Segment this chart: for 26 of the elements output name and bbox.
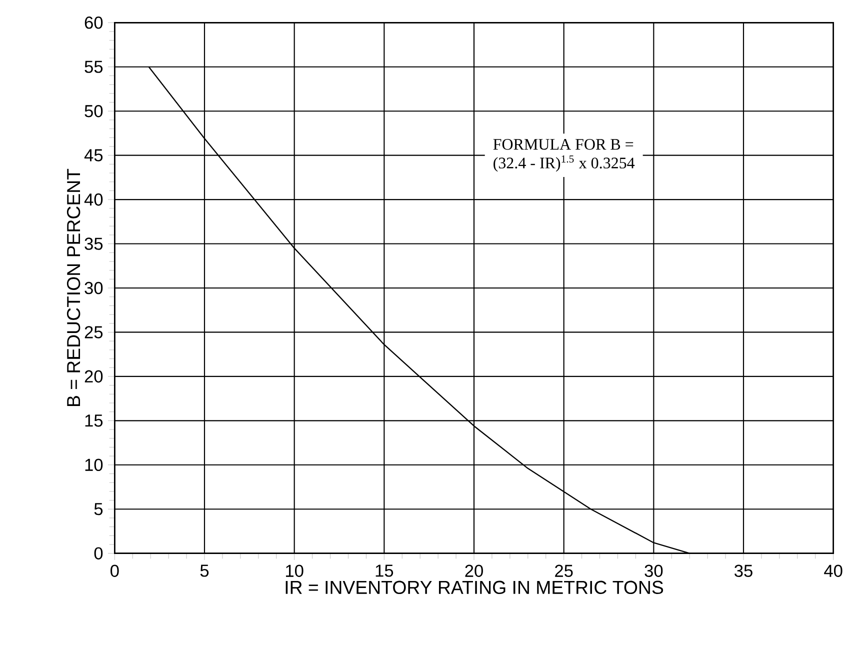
y-tick-label: 15: [85, 414, 103, 427]
x-tick-label: 40: [824, 564, 842, 577]
x-tick-label: 20: [465, 564, 483, 577]
x-tick-label: 15: [376, 564, 394, 577]
y-tick-label: 45: [84, 149, 103, 162]
x-tick-label: 25: [555, 564, 573, 577]
x-tick-label: 0: [110, 564, 119, 577]
y-axis-title: B = REDUCTION PERCENT: [66, 168, 80, 406]
y-tick-label: 35: [84, 238, 103, 250]
x-tick-label: 5: [200, 564, 209, 577]
y-tick-label: 5: [94, 503, 103, 516]
x-tick-label: 30: [644, 564, 663, 577]
y-tick-label: 40: [84, 193, 103, 206]
x-tick-label: 10: [286, 564, 304, 577]
annotation: (32.4 - IR)$^{1.5}$ x 0.3254: [494, 155, 635, 172]
y-tick-label: 60: [84, 16, 103, 29]
y-tick-label: 25: [84, 326, 103, 338]
annotation: FORMULA FOR B =: [493, 138, 634, 150]
y-tick-label: 20: [84, 370, 103, 383]
x-tick-label: 35: [734, 564, 752, 577]
x-axis-title: IR = INVENTORY RATING IN METRIC TONS: [286, 580, 664, 594]
y-tick-label: 10: [85, 458, 103, 472]
y-tick-label: 30: [84, 282, 103, 294]
y-tick-label: 55: [84, 60, 103, 73]
y-tick-label: 0: [94, 547, 103, 560]
y-tick-label: 50: [84, 104, 103, 118]
